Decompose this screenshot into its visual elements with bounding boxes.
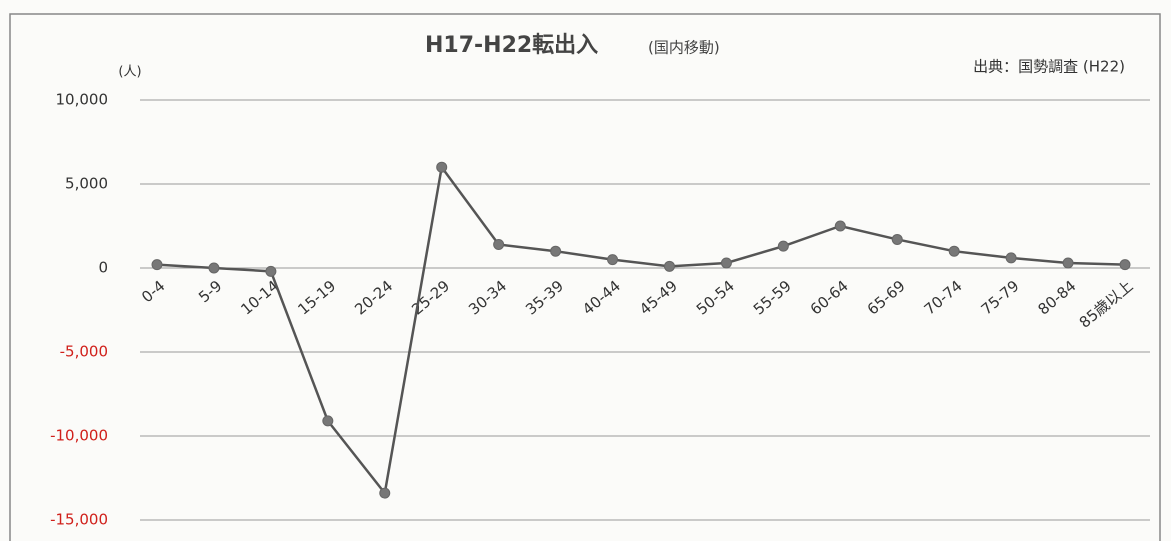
point (663, 260, 675, 272)
point (1062, 257, 1074, 269)
x-tick-label: 50-54 (693, 277, 738, 319)
x-tick-label: 30-34 (465, 277, 510, 319)
point (891, 233, 903, 245)
point (493, 238, 505, 250)
point (720, 257, 732, 269)
y-tick-label: -10,000 (50, 427, 108, 445)
point (777, 240, 789, 252)
y-tick-label: 5,000 (65, 175, 108, 193)
chart-title: H17-H22転出入 (425, 32, 598, 58)
point (550, 245, 562, 257)
line (156, 164, 1126, 497)
point (1005, 252, 1017, 264)
point (265, 265, 277, 277)
x-tick-label: 55-59 (750, 277, 795, 319)
x-tick-label: 5-9 (195, 277, 225, 307)
x-tick-label: 0-4 (138, 277, 168, 307)
x-tick-label: 60-64 (807, 277, 852, 319)
point (436, 161, 448, 173)
x-tick-label: 65-69 (864, 277, 909, 319)
x-tick-label: 70-74 (921, 277, 966, 319)
y-tick-label: 10,000 (56, 91, 109, 109)
point (208, 262, 220, 274)
x-tick-label: 80-84 (1035, 277, 1080, 319)
point (834, 220, 846, 232)
x-tick-label: 45-49 (636, 277, 681, 319)
point (607, 254, 619, 266)
x-tick-label: 35-39 (522, 277, 567, 319)
y-tick-label: -5,000 (60, 343, 108, 361)
x-tick-label: 85歳以上 (1076, 277, 1137, 332)
y-tick-label: -15,000 (50, 511, 108, 529)
chart-border (9, 13, 1161, 541)
x-tick-label: 25-29 (408, 277, 453, 319)
source: 出典：国勢調査 (H22) (973, 58, 1125, 76)
x-tick-label: 20-24 (351, 277, 396, 319)
title-note: (国内移動) (648, 39, 720, 57)
x-tick-label: 15-19 (294, 277, 339, 319)
point (151, 259, 163, 271)
point (948, 245, 960, 257)
point (379, 487, 391, 499)
y-axis-label: (人) (118, 65, 141, 80)
y-tick-label: 0 (98, 259, 108, 277)
point (1119, 259, 1131, 271)
x-tick-label: 40-44 (579, 277, 624, 319)
x-tick-label: 75-79 (978, 277, 1023, 319)
point (322, 415, 334, 427)
